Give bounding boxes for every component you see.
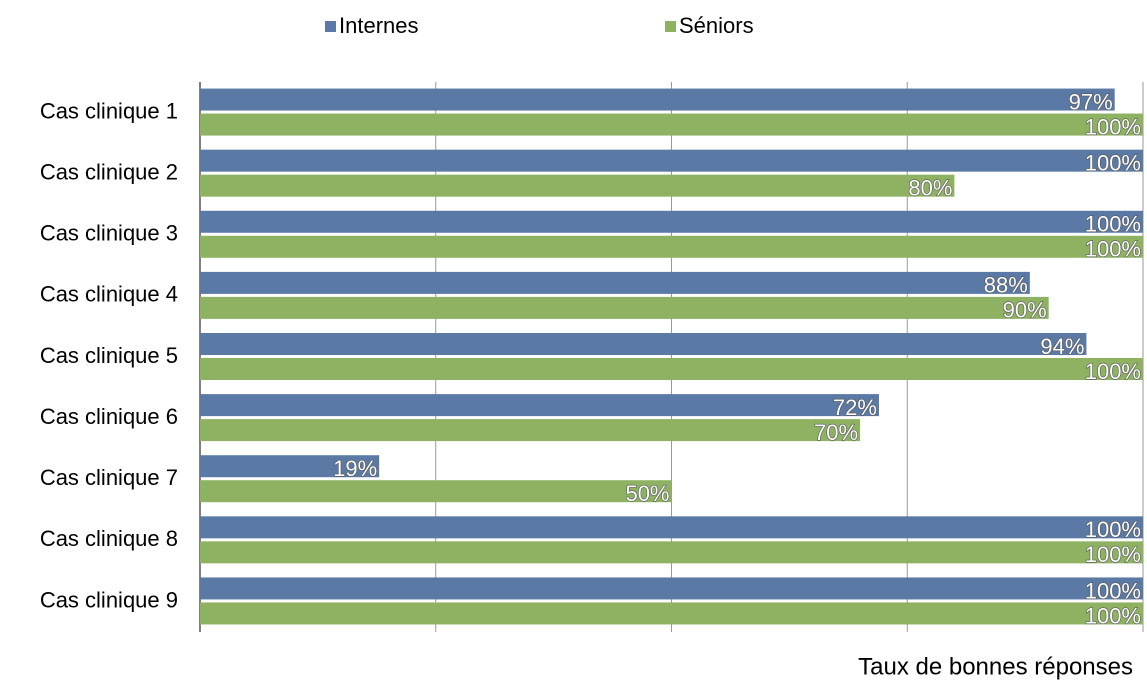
bar (200, 577, 1143, 600)
legend-swatch (665, 21, 676, 32)
y-tick-label: Cas clinique 5 (40, 343, 178, 368)
value-label: 100% (1085, 237, 1141, 262)
value-label: 90% (1003, 298, 1047, 323)
value-label: 94% (1040, 334, 1084, 359)
value-label: 100% (1085, 114, 1141, 139)
value-label: 72% (833, 395, 877, 420)
bar (200, 88, 1115, 111)
bar (200, 149, 1143, 172)
legend-swatch (325, 21, 336, 32)
bar (200, 516, 1143, 539)
y-tick-label: Cas clinique 6 (40, 404, 178, 429)
bar (200, 455, 380, 478)
value-label: 80% (908, 175, 952, 200)
bar (200, 296, 1049, 319)
bar (200, 419, 861, 442)
bar (200, 235, 1143, 258)
y-tick-label: Cas clinique 4 (40, 282, 178, 307)
bar (200, 480, 672, 503)
bar (200, 394, 879, 417)
bar (200, 113, 1143, 136)
value-label: 100% (1085, 359, 1141, 384)
value-label: 100% (1085, 212, 1141, 237)
value-label: 100% (1085, 542, 1141, 567)
bar (200, 333, 1087, 355)
legend-label: Séniors (679, 13, 754, 38)
bar (200, 541, 1143, 564)
value-label: 50% (625, 481, 669, 506)
value-label: 100% (1085, 150, 1141, 175)
y-tick-label: Cas clinique 9 (40, 587, 178, 612)
value-label: 100% (1085, 517, 1141, 542)
value-label: 70% (814, 420, 858, 445)
bar (200, 174, 955, 197)
value-label: 88% (984, 273, 1028, 298)
bar (200, 271, 1030, 294)
bar (200, 602, 1143, 625)
value-label: 100% (1085, 578, 1141, 603)
y-tick-label: Cas clinique 8 (40, 526, 178, 551)
bar (200, 358, 1143, 380)
y-tick-label: Cas clinique 7 (40, 465, 178, 490)
y-tick-label: Cas clinique 1 (40, 98, 178, 123)
legend-label: Internes (339, 13, 419, 38)
y-tick-label: Cas clinique 2 (40, 159, 178, 184)
value-label: 19% (333, 456, 377, 481)
bar (200, 210, 1143, 233)
x-axis-title: Taux de bonnes réponses (858, 653, 1133, 680)
value-label: 97% (1069, 89, 1113, 114)
y-tick-label: Cas clinique 3 (40, 221, 178, 246)
value-label: 100% (1085, 603, 1141, 628)
